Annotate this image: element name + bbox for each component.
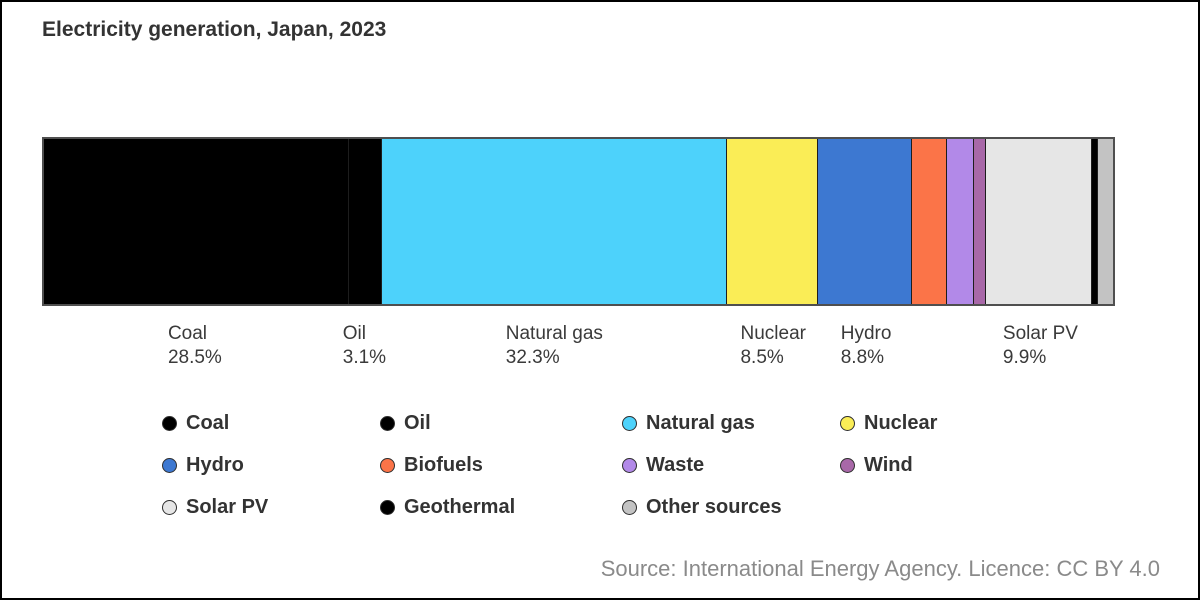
segment-label-name: Solar PV: [1002, 323, 1078, 344]
segment-label-natural-gas: Natural gas 32.3%: [506, 322, 603, 370]
legend-swatch-icon: [840, 457, 855, 473]
segment-label-name: Oil: [342, 323, 366, 344]
segment-label-name: Nuclear: [740, 323, 806, 344]
bar-segment-other-sources[interactable]: [1097, 139, 1113, 304]
segment-label-oil: Oil 3.1%: [343, 322, 386, 370]
legend-swatch-icon: [622, 499, 637, 515]
segment-label-solar-pv: Solar PV 9.9%: [1003, 322, 1078, 370]
legend-label: Oil: [404, 411, 431, 434]
segment-label-value: 28.5%: [167, 347, 222, 368]
legend-label: Hydro: [186, 453, 244, 476]
legend-label: Biofuels: [404, 453, 483, 476]
legend-item-geothermal[interactable]: Geothermal: [380, 492, 622, 522]
segment-label-value: 9.9%: [1002, 347, 1047, 368]
legend-swatch-icon: [380, 415, 395, 431]
bar-segment-solar-pv[interactable]: [985, 139, 1092, 304]
legend-item-solar-pv[interactable]: Solar PV: [162, 492, 380, 522]
legend-swatch-icon: [622, 457, 637, 473]
segment-label-coal: Coal 28.5%: [168, 322, 222, 370]
legend-item-biofuels[interactable]: Biofuels: [380, 450, 622, 480]
segment-label-value: 32.3%: [505, 347, 560, 368]
chart-title: Electricity generation, Japan, 2023: [42, 18, 387, 41]
legend-item-wind[interactable]: Wind: [840, 450, 937, 480]
legend-swatch-icon: [380, 499, 395, 515]
legend-label: Wind: [864, 453, 913, 476]
legend-item-coal[interactable]: Coal: [162, 408, 380, 438]
segment-label-name: Natural gas: [505, 323, 603, 344]
legend-item-other-sources[interactable]: Other sources: [622, 492, 840, 522]
legend-label: Coal: [186, 411, 230, 434]
bar-segment-hydro[interactable]: [817, 139, 912, 304]
bar-segment-geothermal[interactable]: [1091, 139, 1098, 304]
legend-label: Nuclear: [864, 411, 938, 434]
legend-item-waste[interactable]: Waste: [622, 450, 840, 480]
segment-label-hydro: Hydro 8.8%: [841, 322, 892, 370]
source-note: Source: International Energy Agency. Lic…: [600, 556, 1160, 581]
bar-segment-natural-gas[interactable]: [381, 139, 728, 304]
legend-swatch-icon: [380, 457, 395, 473]
legend-swatch-icon: [622, 415, 637, 431]
legend-label: Waste: [646, 453, 705, 476]
legend-item-natural-gas[interactable]: Natural gas: [622, 408, 840, 438]
legend-item-nuclear[interactable]: Nuclear: [840, 408, 937, 438]
legend-item-hydro[interactable]: Hydro: [162, 450, 380, 480]
bar-segment-biofuels[interactable]: [911, 139, 948, 304]
legend-swatch-icon: [162, 457, 177, 473]
legend-label: Natural gas: [646, 411, 755, 434]
bar-segment-nuclear[interactable]: [727, 139, 818, 304]
segment-label-name: Coal: [167, 323, 208, 344]
segment-label-name: Hydro: [840, 323, 892, 344]
segment-label-value: 8.8%: [840, 347, 885, 368]
legend-swatch-icon: [162, 499, 177, 515]
legend-label: Solar PV: [186, 495, 269, 518]
legend-label: Other sources: [646, 495, 782, 518]
legend: Coal Oil Natural gas Nuclear Hydro Biofuels Wa…: [162, 408, 937, 522]
segment-label-nuclear: Nuclear 8.5%: [740, 322, 805, 370]
legend-label: Geothermal: [404, 495, 516, 518]
bar-segment-wind[interactable]: [973, 139, 986, 304]
bar-segment-oil[interactable]: [348, 139, 382, 304]
bar-segment-coal[interactable]: [44, 139, 349, 304]
legend-swatch-icon: [162, 415, 177, 431]
segment-label-value: 8.5%: [740, 347, 784, 368]
bar-segment-waste[interactable]: [947, 139, 974, 304]
stacked-bar: [42, 137, 1115, 306]
segment-labels: Coal 28.5% Oil 3.1% Natural gas 32.3% Nuclear 8…: [42, 322, 1115, 374]
segment-label-value: 3.1%: [342, 347, 387, 368]
legend-item-oil[interactable]: Oil: [380, 408, 622, 438]
legend-swatch-icon: [840, 415, 855, 431]
